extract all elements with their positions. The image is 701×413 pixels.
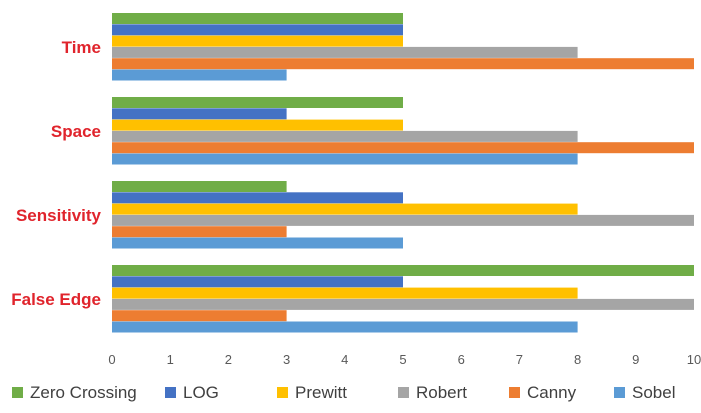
bars-layer [112,13,694,333]
x-tick-label-9: 9 [632,352,639,367]
bar-sensitivity-prewitt [112,203,578,215]
x-tick-label-5: 5 [399,352,406,367]
bar-sensitivity-log [112,192,403,204]
legend-label-zero-crossing: Zero Crossing [30,383,137,402]
legend-item-sobel: Sobel [614,383,675,402]
x-tick-label-0: 0 [108,352,115,367]
legend-label-canny: Canny [527,383,577,402]
bar-sensitivity-robert [112,214,694,226]
legend: Zero Crossing LOG Prewitt Robert Canny Sobel [12,383,675,402]
x-tick-label-2: 2 [225,352,232,367]
bar-false-edge-sobel [112,321,578,333]
legend-swatch-log [165,387,176,398]
bar-false-edge-robert [112,298,694,310]
legend-item-canny: Canny [509,383,577,402]
legend-swatch-canny [509,387,520,398]
x-tick-label-1: 1 [167,352,174,367]
bar-space-log [112,108,287,120]
legend-label-sobel: Sobel [632,383,675,402]
bar-time-robert [112,46,578,58]
bar-space-sobel [112,153,578,165]
legend-label-robert: Robert [416,383,467,402]
category-label-false-edge: False Edge [11,290,101,309]
x-tick-label-10: 10 [687,352,701,367]
legend-label-prewitt: Prewitt [295,383,347,402]
bar-time-prewitt [112,35,403,47]
category-labels: Time Space Sensitivity False Edge [11,38,101,309]
bar-sensitivity-sobel [112,237,403,249]
bar-time-log [112,24,403,36]
legend-item-log: LOG [165,383,219,402]
bar-time-canny [112,58,694,70]
x-tick-label-6: 6 [458,352,465,367]
bar-false-edge-zero-crossing [112,265,694,276]
bar-space-prewitt [112,119,403,131]
bar-sensitivity-canny [112,226,287,238]
bar-time-sobel [112,69,287,81]
legend-label-log: LOG [183,383,219,402]
legend-item-zero-crossing: Zero Crossing [12,383,137,402]
category-label-space: Space [51,122,101,141]
bar-time-zero-crossing [112,13,403,24]
x-tick-label-4: 4 [341,352,348,367]
x-tick-label-3: 3 [283,352,290,367]
category-label-sensitivity: Sensitivity [16,206,102,225]
legend-swatch-zero-crossing [12,387,23,398]
legend-item-prewitt: Prewitt [277,383,347,402]
legend-item-robert: Robert [398,383,467,402]
bar-false-edge-prewitt [112,287,578,299]
legend-swatch-prewitt [277,387,288,398]
bar-sensitivity-zero-crossing [112,181,287,192]
legend-swatch-sobel [614,387,625,398]
bar-false-edge-canny [112,310,287,322]
x-axis-ticks: 0 1 2 3 4 5 6 7 8 9 10 [108,352,701,367]
category-label-time: Time [62,38,101,57]
legend-swatch-robert [398,387,409,398]
bar-space-zero-crossing [112,97,403,108]
bar-false-edge-log [112,276,403,288]
x-tick-label-7: 7 [516,352,523,367]
x-tick-label-8: 8 [574,352,581,367]
bar-space-robert [112,130,578,142]
bar-space-canny [112,142,694,154]
